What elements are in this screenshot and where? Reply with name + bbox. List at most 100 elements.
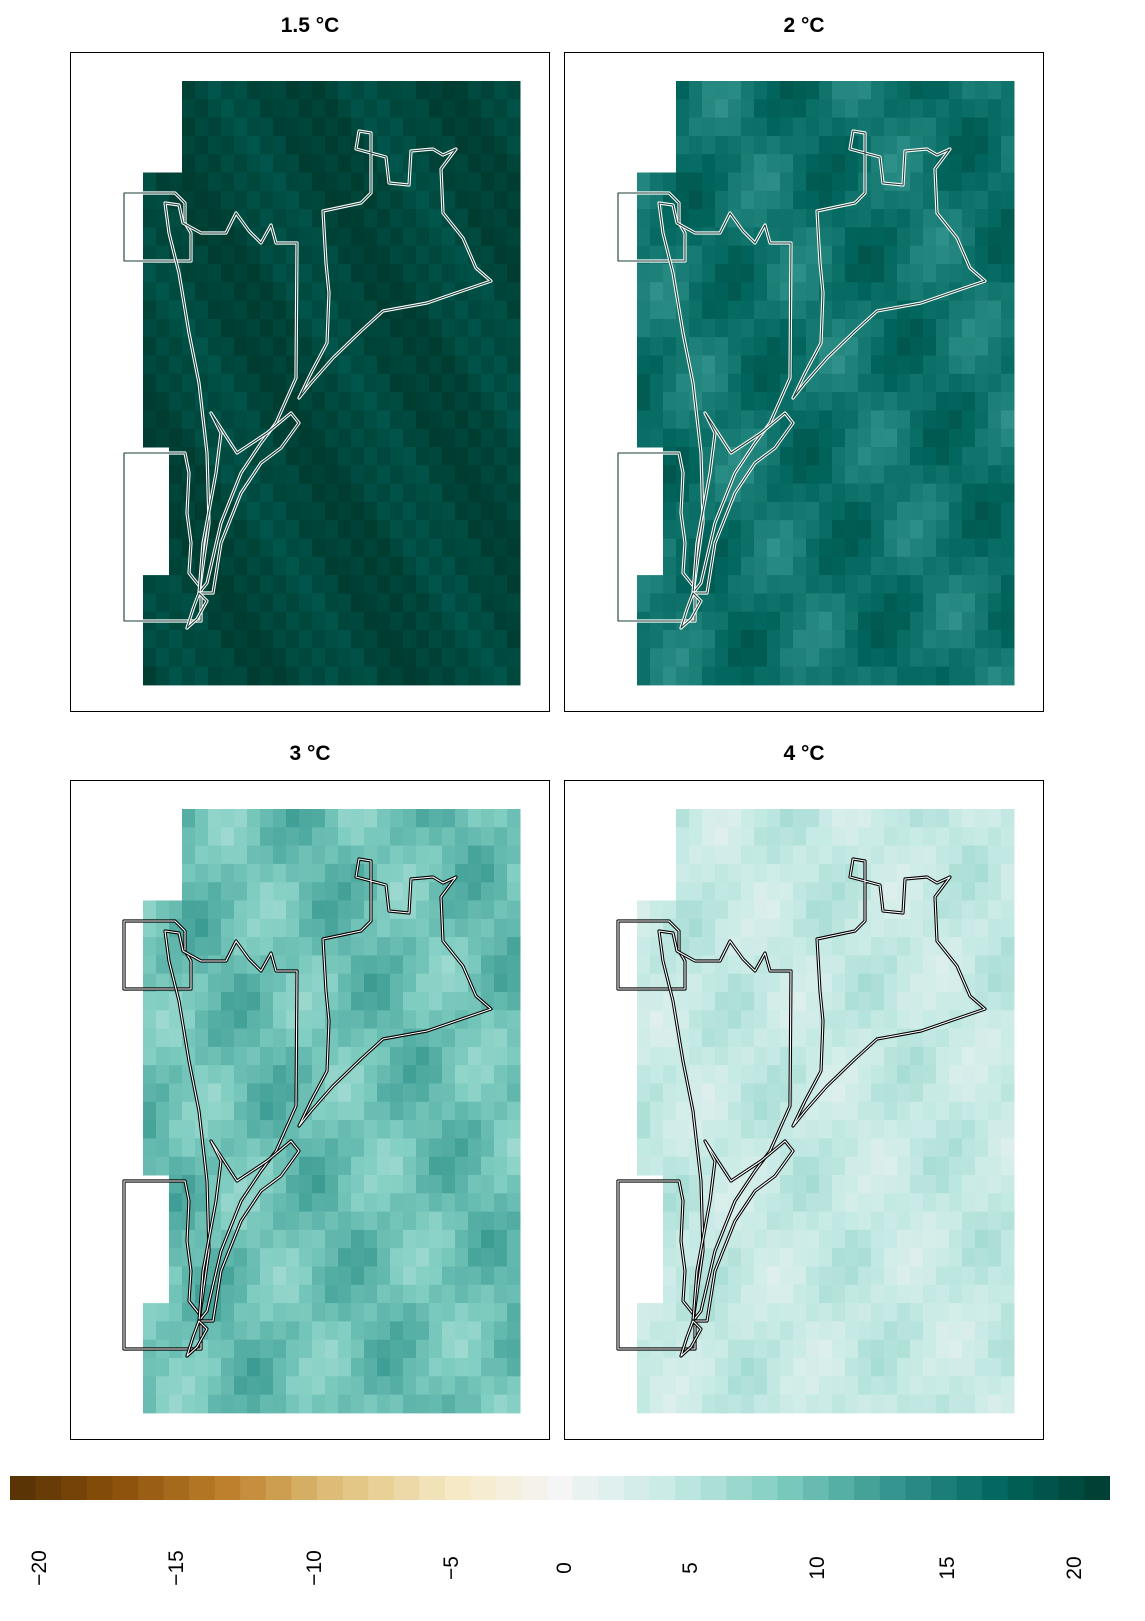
grid-cell (975, 611, 989, 631)
grid-cell (910, 1010, 924, 1030)
grid-cell (767, 992, 781, 1011)
grid-cell (884, 1046, 898, 1066)
grid-cell (637, 593, 651, 613)
grid-cell (754, 575, 768, 594)
grid-cell (767, 666, 781, 686)
grid-cell (975, 973, 989, 993)
grid-cell (845, 809, 859, 828)
grid-cell (338, 1211, 352, 1231)
grid-cell (364, 809, 378, 828)
grid-cell (351, 355, 365, 375)
grid-cell (481, 1248, 495, 1267)
grid-cell (325, 1284, 339, 1304)
grid-cell (169, 1376, 183, 1396)
grid-cell (910, 1120, 924, 1139)
grid-cell (351, 648, 365, 668)
grid-cell (286, 1193, 300, 1213)
grid-cell (949, 1339, 963, 1359)
grid-cell (637, 227, 651, 247)
grid-cell (975, 1339, 989, 1359)
grid-cell (182, 1394, 196, 1414)
grid-cell (689, 483, 703, 503)
colorbar-block (265, 1476, 292, 1500)
grid-cell (871, 1339, 885, 1359)
grid-cell (884, 1284, 898, 1304)
grid-cell (221, 447, 235, 466)
grid-cell (936, 845, 950, 865)
grid-cell (923, 882, 937, 901)
grid-cell (793, 538, 807, 558)
grid-cell (169, 1156, 183, 1176)
grid-cell (702, 1394, 716, 1414)
grid-cell (741, 992, 755, 1011)
grid-cell (988, 827, 1002, 847)
grid-cell (442, 99, 456, 119)
grid-cell (338, 593, 352, 613)
grid-cell (871, 227, 885, 247)
colorbar-block (1033, 1476, 1060, 1500)
grid-cell (312, 245, 326, 265)
grid-cell (273, 937, 287, 956)
grid-cell (910, 973, 924, 993)
grid-cell (949, 300, 963, 320)
grid-cell (403, 465, 417, 485)
grid-cell (637, 1046, 651, 1066)
grid-cell (663, 282, 677, 302)
colorbar-block (393, 1476, 420, 1500)
grid-cell (780, 1193, 794, 1213)
grid-cell (494, 630, 508, 649)
grid-cell (338, 465, 352, 485)
grid-cell (429, 282, 443, 302)
grid-cell (286, 845, 300, 865)
grid-cell (962, 337, 976, 356)
grid-cell (442, 992, 456, 1011)
grid-cell (390, 135, 404, 155)
grid-cell (156, 1138, 170, 1158)
grid-cell (260, 992, 274, 1011)
grid-cell (260, 937, 274, 956)
grid-cell (416, 282, 430, 302)
grid-cell (221, 1284, 235, 1304)
grid-cell (403, 1083, 417, 1103)
grid-cell (975, 1248, 989, 1267)
grid-cell (858, 1101, 872, 1121)
grid-cell (156, 1010, 170, 1030)
grid-cell (455, 1339, 469, 1359)
grid-cell (949, 81, 963, 100)
grid-cell (858, 1358, 872, 1377)
grid-cell (767, 1321, 781, 1341)
grid-cell (962, 1138, 976, 1158)
grid-cell (936, 918, 950, 938)
grid-cell (637, 264, 651, 283)
grid-cell (741, 1028, 755, 1048)
grid-cell (845, 1248, 859, 1267)
grid-cell (338, 937, 352, 956)
grid-cell (169, 447, 183, 466)
grid-cell (728, 1284, 742, 1304)
grid-cell (403, 318, 417, 338)
grid-cell (806, 154, 820, 173)
grid-cell (260, 282, 274, 302)
grid-cell (494, 937, 508, 956)
grid-cell (390, 1175, 404, 1194)
grid-cell (351, 501, 365, 521)
grid-cell (715, 1028, 729, 1048)
grid-cell (494, 135, 508, 155)
grid-cell (637, 282, 651, 302)
grid-cell (247, 1266, 261, 1286)
grid-cell (806, 483, 820, 503)
grid-cell (715, 1394, 729, 1414)
grid-cell (923, 209, 937, 228)
grid-cell (364, 1028, 378, 1048)
grid-cell (858, 227, 872, 247)
grid-cell (741, 648, 755, 668)
colorbar-block (189, 1476, 216, 1500)
grid-cell (455, 135, 469, 155)
grid-cell (442, 648, 456, 668)
grid-cell (1001, 937, 1015, 956)
grid-cell (338, 882, 352, 901)
grid-cell (208, 209, 222, 228)
grid-cell (806, 809, 820, 828)
grid-cell (949, 1321, 963, 1341)
grid-cell (858, 1229, 872, 1249)
